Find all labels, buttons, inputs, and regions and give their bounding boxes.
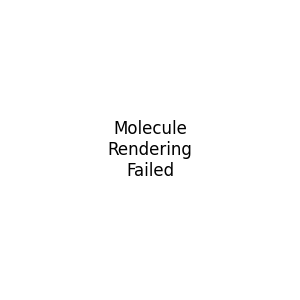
Text: Molecule
Rendering
Failed: Molecule Rendering Failed bbox=[108, 120, 192, 180]
